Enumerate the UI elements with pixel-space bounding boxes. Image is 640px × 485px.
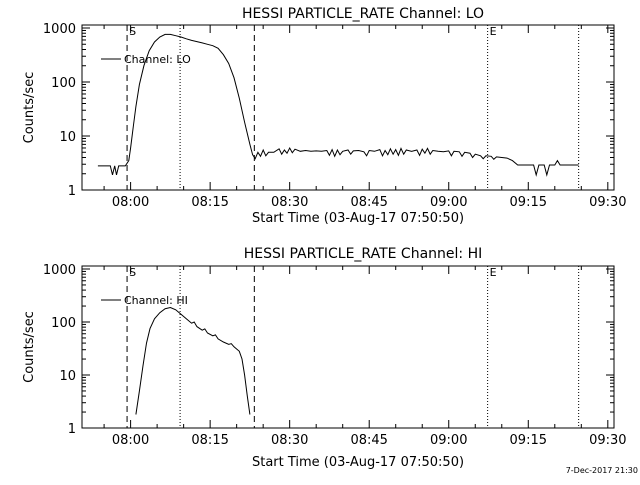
time-marker-label: E xyxy=(490,266,497,279)
x-tick-label: 08:30 xyxy=(271,433,308,448)
y-tick-label: 10 xyxy=(59,369,76,384)
x-tick-label: 09:00 xyxy=(430,433,467,448)
time-marker-label: S xyxy=(129,266,136,279)
series-line-lo xyxy=(97,33,579,177)
x-tick-label: 09:30 xyxy=(589,433,626,448)
panel-hi: HESSI PARTICLE_RATE Channel: HI 08:00 08:1… xyxy=(22,246,627,470)
x-axis-label: Start Time (03-Aug-17 07:50:50) xyxy=(252,211,464,226)
x-tick-label: 09:30 xyxy=(589,195,626,210)
x-tick-label: 08:45 xyxy=(350,195,387,210)
legend-label: Channel: HI xyxy=(124,294,188,307)
time-marker-label: E xyxy=(490,25,497,38)
y-tick-label: 100 xyxy=(51,76,76,91)
x-tick-label: 09:00 xyxy=(430,195,467,210)
y-tick-label: 1 xyxy=(68,422,76,437)
y-tick-label: 1000 xyxy=(43,22,76,37)
series-line-hi xyxy=(135,306,251,415)
axes-frame xyxy=(81,265,615,429)
x-tick-label: 08:15 xyxy=(191,433,228,448)
x-tick-label: 09:15 xyxy=(510,433,547,448)
y-axis-label: Counts/sec xyxy=(22,311,37,383)
chart-title: HESSI PARTICLE_RATE Channel: HI xyxy=(244,246,482,262)
axes-frame xyxy=(81,24,615,191)
x-tick-label: 08:15 xyxy=(191,195,228,210)
y-tick-label: 100 xyxy=(51,316,76,331)
x-tick-label: 09:15 xyxy=(510,195,547,210)
time-marker-label: S xyxy=(129,25,136,38)
y-tick-label: 10 xyxy=(59,130,76,145)
x-tick-label: 08:45 xyxy=(350,433,387,448)
panel-lo: HESSI PARTICLE_RATE Channel: LO 08:00 08:1… xyxy=(22,6,627,226)
y-tick-label: 1000 xyxy=(43,263,76,278)
chart-title: HESSI PARTICLE_RATE Channel: LO xyxy=(242,6,484,22)
legend-label: Channel: LO xyxy=(124,53,191,66)
y-axis-label: Counts/sec xyxy=(22,72,37,144)
x-tick-label: 08:30 xyxy=(271,195,308,210)
x-tick-label: 08:00 xyxy=(112,195,149,210)
x-tick-label: 08:00 xyxy=(112,433,149,448)
x-axis-label: Start Time (03-Aug-17 07:50:50) xyxy=(252,455,464,470)
generation-timestamp: 7-Dec-2017 21:30 xyxy=(566,466,638,475)
y-tick-label: 1 xyxy=(68,184,76,199)
